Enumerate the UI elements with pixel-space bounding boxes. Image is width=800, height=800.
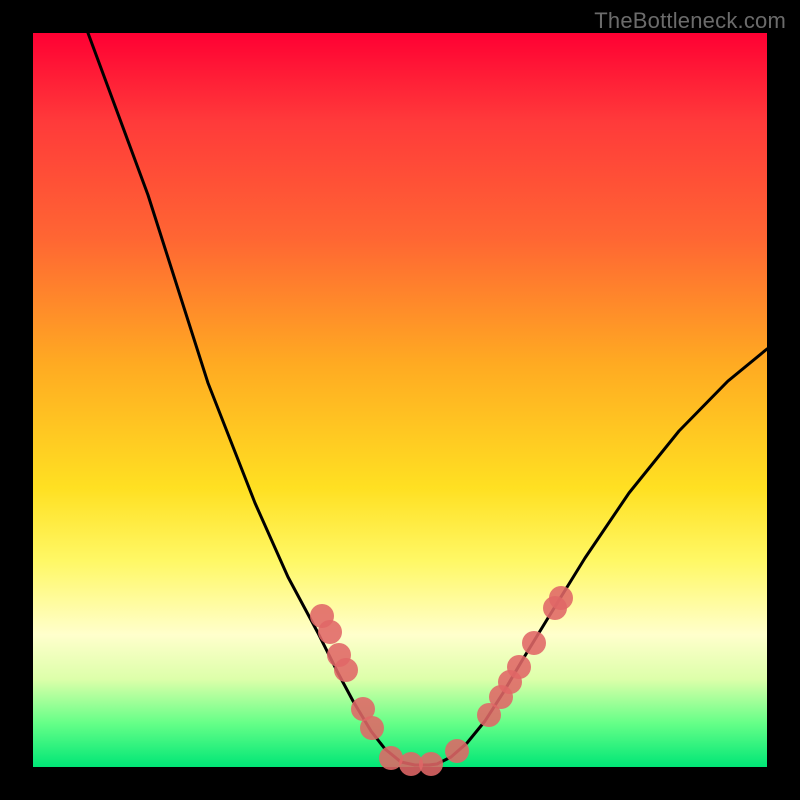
data-marker bbox=[507, 655, 531, 679]
data-marker bbox=[360, 716, 384, 740]
data-marker bbox=[419, 752, 443, 776]
plot-area bbox=[33, 33, 767, 767]
curve-left-branch bbox=[88, 33, 415, 765]
data-marker bbox=[334, 658, 358, 682]
marker-group bbox=[310, 586, 573, 776]
watermark-text: TheBottleneck.com bbox=[594, 8, 786, 34]
curve-right-branch bbox=[415, 349, 767, 765]
bottleneck-curve bbox=[33, 33, 767, 767]
data-marker bbox=[318, 620, 342, 644]
data-marker bbox=[522, 631, 546, 655]
data-marker bbox=[445, 739, 469, 763]
data-marker bbox=[549, 586, 573, 610]
outer-frame: TheBottleneck.com bbox=[0, 0, 800, 800]
